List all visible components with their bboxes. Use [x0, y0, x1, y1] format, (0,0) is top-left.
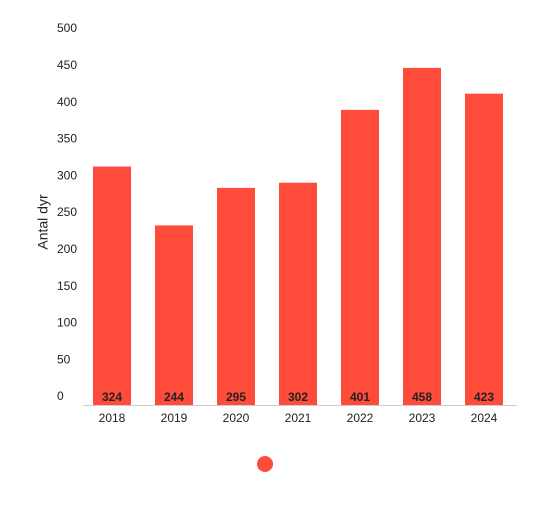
x-tick-label: 2019: [161, 411, 188, 425]
bar: [341, 109, 379, 405]
y-axis-label: Antal dyr: [35, 194, 51, 250]
bar: [93, 166, 131, 405]
x-tick-label: 2024: [471, 411, 498, 425]
y-tick-label: 250: [57, 205, 77, 219]
value-label: 401: [350, 390, 370, 404]
y-tick-label: 0: [57, 389, 64, 403]
value-label: 324: [102, 390, 122, 404]
x-tick-label: 2020: [223, 411, 250, 425]
y-tick-label: 400: [57, 95, 77, 109]
value-label: 302: [288, 390, 308, 404]
x-tick-label: 2021: [285, 411, 312, 425]
value-label: 458: [412, 390, 432, 404]
x-tick-label: 2018: [99, 411, 126, 425]
bar: [403, 67, 441, 406]
y-tick-label: 350: [57, 132, 77, 146]
bar: [279, 182, 317, 405]
legend-marker: [257, 456, 273, 472]
y-tick-label: 100: [57, 316, 77, 330]
y-tick-label: 450: [57, 58, 77, 72]
y-tick-label: 50: [57, 352, 71, 366]
value-label: 423: [474, 390, 494, 404]
y-tick-label: 200: [57, 242, 77, 256]
x-tick-label: 2022: [347, 411, 374, 425]
bar: [217, 187, 255, 405]
value-label: 295: [226, 390, 246, 404]
x-tick-label: 2023: [409, 411, 436, 425]
y-tick-label: 300: [57, 168, 77, 182]
bar: [465, 93, 503, 405]
y-tick-label: 150: [57, 279, 77, 293]
y-tick-label: 500: [57, 21, 77, 35]
value-label: 244: [164, 390, 184, 404]
bar: [155, 225, 193, 405]
